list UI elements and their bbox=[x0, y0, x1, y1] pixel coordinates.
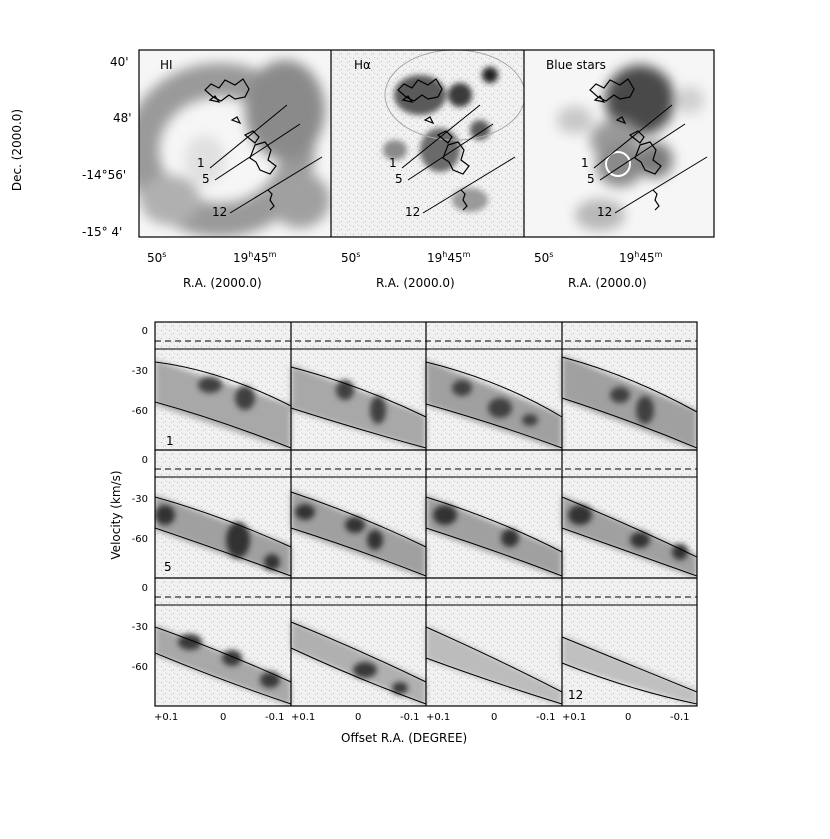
ra-tick-50s-c: 50s bbox=[534, 250, 554, 265]
velocity-axis-title: Velocity (km/s) bbox=[109, 470, 123, 560]
offset-tick-minus-c: -0.1 bbox=[536, 712, 556, 723]
slice-label-5-a: 5 bbox=[202, 172, 210, 186]
pv-contours bbox=[155, 356, 697, 705]
offset-tick-plus-a: +0.1 bbox=[154, 712, 179, 723]
ra-axis-title-c: R.A. (2000.0) bbox=[568, 276, 647, 290]
panel-label-blue-stars: Blue stars bbox=[546, 58, 606, 72]
ra-tick-19h45m-a: 19h45m bbox=[233, 250, 277, 265]
offset-tick-zero-a: 0 bbox=[220, 712, 227, 723]
dec-axis-title: Dec. (2000.0) bbox=[10, 108, 24, 192]
vel-tick-0-r3: 0 bbox=[141, 583, 148, 594]
contour-overlays bbox=[204, 78, 662, 211]
offset-tick-minus-a: -0.1 bbox=[265, 712, 285, 723]
top-panel-frames bbox=[138, 49, 715, 238]
blue-stars-map bbox=[524, 50, 714, 237]
slice-label-1-b: 1 bbox=[389, 156, 397, 170]
offset-tick-minus-d: -0.1 bbox=[670, 712, 690, 723]
vel-tick-60-r1: -60 bbox=[131, 406, 148, 417]
pv-label-5: 5 bbox=[164, 560, 172, 574]
dec-tick-48: 48' bbox=[113, 111, 132, 125]
vel-tick-60-r3: -60 bbox=[131, 662, 148, 673]
dec-tick-15-4: -15° 4' bbox=[82, 225, 123, 239]
offset-tick-plus-b: +0.1 bbox=[291, 712, 316, 723]
panel-label-halpha: Hα bbox=[354, 58, 371, 72]
ra-tick-19h45m-b: 19h45m bbox=[427, 250, 471, 265]
dec-tick-14-56: -14°56' bbox=[82, 168, 127, 182]
vel-tick-60-r2: -60 bbox=[131, 534, 148, 545]
offset-tick-minus-b: -0.1 bbox=[400, 712, 420, 723]
vel-tick-30-r3: -30 bbox=[131, 622, 148, 633]
offset-axis-title: Offset R.A. (DEGREE) bbox=[341, 731, 468, 745]
pv-frames bbox=[154, 321, 698, 707]
ra-tick-19h45m-c: 19h45m bbox=[619, 250, 663, 265]
pv-label-1: 1 bbox=[166, 434, 174, 448]
halpha-map bbox=[331, 50, 524, 237]
ra-tick-50s-a: 50s bbox=[147, 250, 167, 265]
offset-tick-zero-b: 0 bbox=[355, 712, 362, 723]
ra-tick-50s-b: 50s bbox=[341, 250, 361, 265]
offset-tick-zero-d: 0 bbox=[625, 712, 632, 723]
slice-label-1-c: 1 bbox=[581, 156, 589, 170]
vel-tick-0-r1: 0 bbox=[141, 326, 148, 337]
vel-tick-0-r2: 0 bbox=[141, 455, 148, 466]
slice-lines bbox=[209, 104, 708, 214]
slice-label-12-a: 12 bbox=[212, 205, 228, 219]
ra-axis-title-b: R.A. (2000.0) bbox=[376, 276, 455, 290]
slice-label-12-c: 12 bbox=[597, 205, 613, 219]
slice-label-5-b: 5 bbox=[395, 172, 403, 186]
vel-tick-30-r2: -30 bbox=[131, 494, 148, 505]
pv-label-12: 12 bbox=[568, 688, 584, 702]
offset-tick-plus-d: +0.1 bbox=[562, 712, 587, 723]
vel-tick-30-r1: -30 bbox=[131, 366, 148, 377]
slice-label-12-b: 12 bbox=[405, 205, 421, 219]
offset-tick-zero-c: 0 bbox=[491, 712, 498, 723]
ra-axis-title-a: R.A. (2000.0) bbox=[183, 276, 262, 290]
slice-label-5-c: 5 bbox=[587, 172, 595, 186]
slice-label-1-a: 1 bbox=[197, 156, 205, 170]
panel-label-hi: HI bbox=[160, 58, 173, 72]
hi-map bbox=[139, 50, 331, 237]
dec-tick-40: 40' bbox=[110, 55, 129, 69]
offset-tick-plus-c: +0.1 bbox=[426, 712, 451, 723]
